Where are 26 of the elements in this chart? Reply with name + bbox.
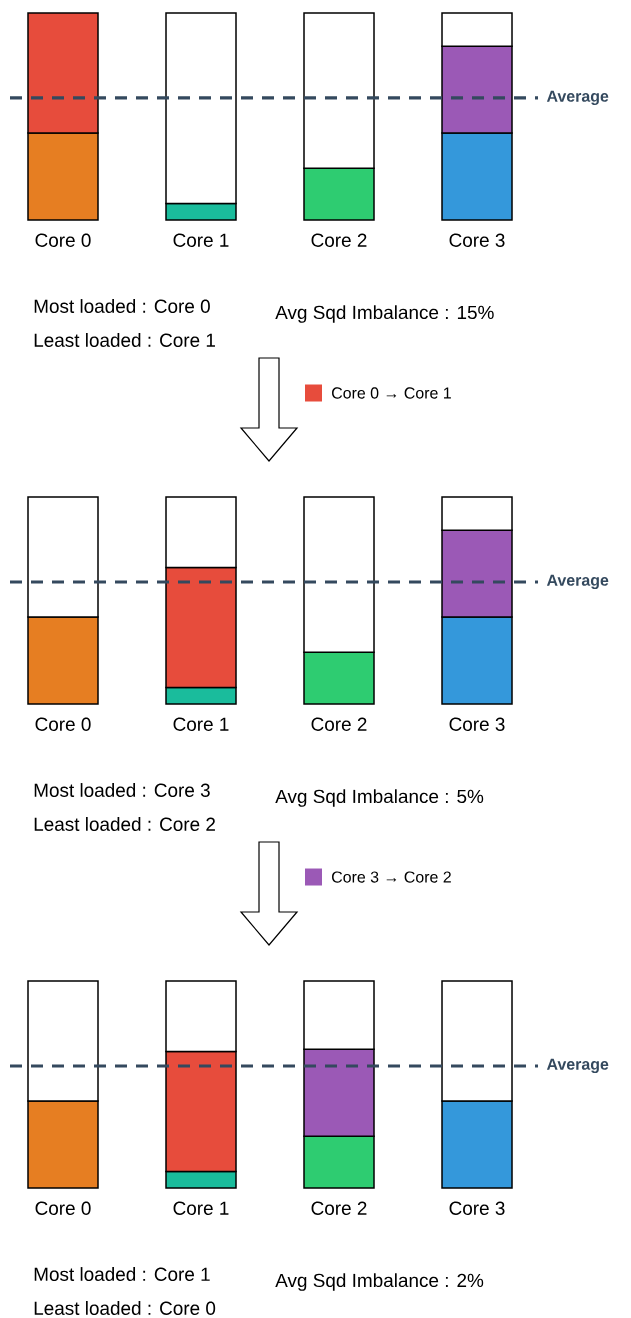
x-tick-label: Core 0 xyxy=(35,717,91,731)
text: Avg Sqd Imbalance : 15% xyxy=(275,305,494,323)
text: Most loaded : Core 3 xyxy=(34,783,210,797)
x-tick-label: Core 3 xyxy=(449,1201,505,1215)
x-tick-label: Core 0 xyxy=(35,233,91,247)
text: Most loaded : Core 0 xyxy=(34,299,210,313)
text: Avg Sqd Imbalance : 5% xyxy=(275,789,484,807)
x-tick-label: Core 1 xyxy=(173,717,229,731)
ref-line-label: Average xyxy=(546,90,609,106)
text: Least loaded : Core 0 xyxy=(34,1301,216,1315)
ref-line-label: Average xyxy=(546,574,609,590)
x-tick-label: Core 3 xyxy=(449,717,505,731)
text: Least loaded : Core 1 xyxy=(34,333,215,347)
x-tick-label: Core 0 xyxy=(35,1201,91,1215)
x-tick-label: Core 2 xyxy=(311,1201,367,1215)
text: Core 0 → Core 1 xyxy=(332,387,451,399)
x-tick-label: Core 2 xyxy=(311,233,367,247)
x-tick-label: Core 3 xyxy=(449,233,505,247)
x-tick-label: Core 1 xyxy=(173,233,229,247)
x-tick-label: Core 2 xyxy=(311,717,367,731)
text: Core 3 → Core 2 xyxy=(332,871,451,883)
text: Least loaded : Core 2 xyxy=(34,817,215,831)
ref-line-label: Average xyxy=(546,1058,609,1074)
text: Most loaded : Core 1 xyxy=(34,1267,210,1281)
x-tick-label: Core 1 xyxy=(173,1201,229,1215)
text: Avg Sqd Imbalance : 2% xyxy=(275,1273,484,1291)
